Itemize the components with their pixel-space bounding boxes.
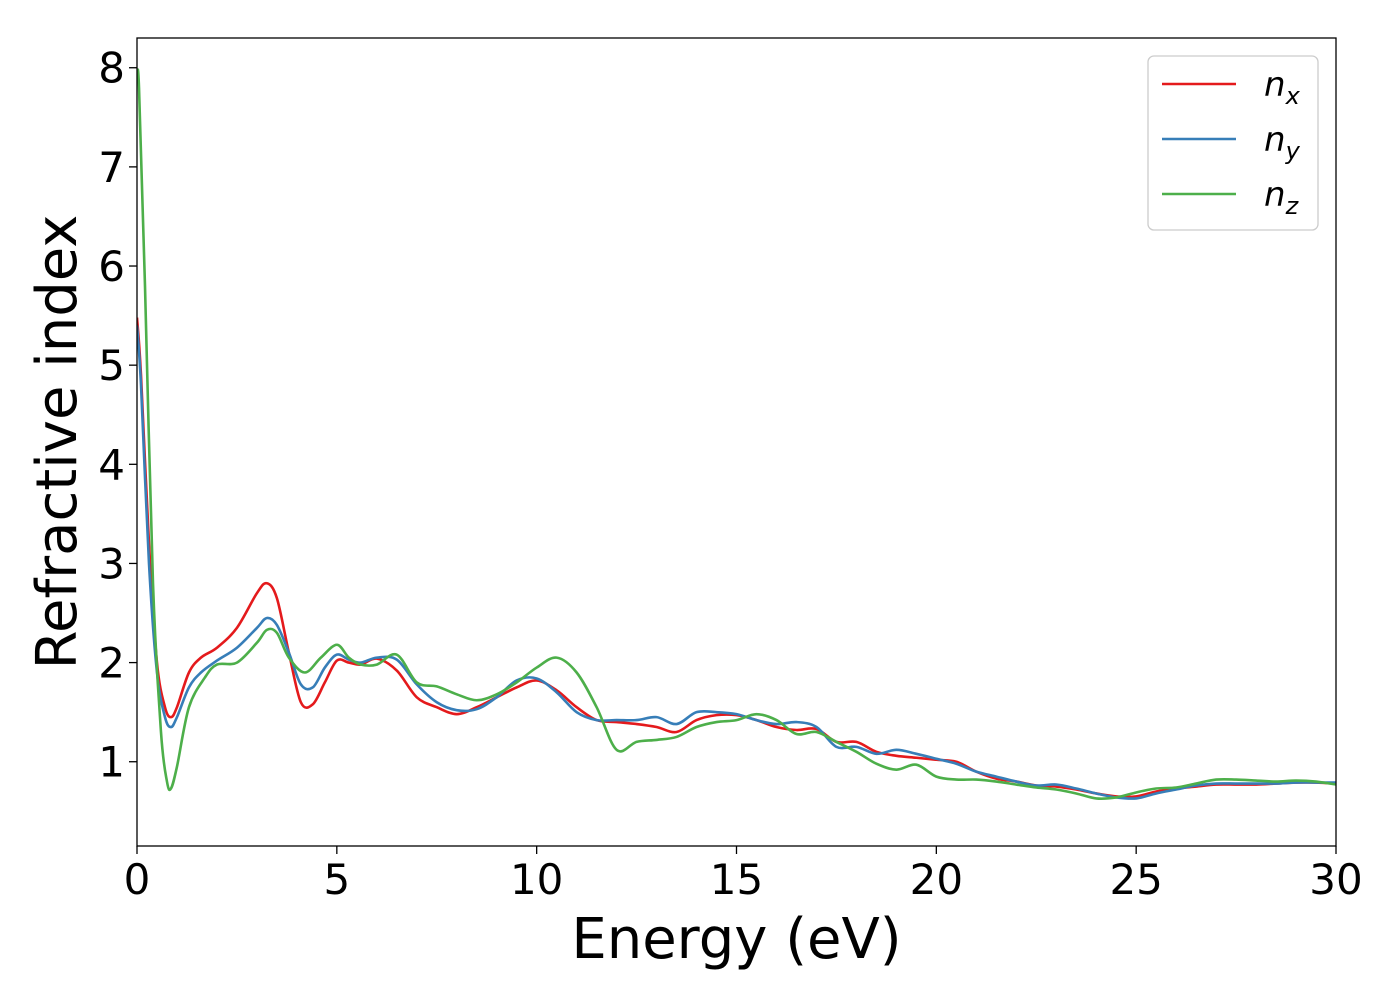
series-line-y — [137, 325, 1336, 800]
y-tick-label: 5 — [98, 341, 125, 390]
legend-label-x: nx — [1264, 65, 1301, 110]
x-axis-label: Energy (eV) — [571, 907, 901, 972]
series-line-x — [137, 317, 1336, 799]
x-tick-label: 10 — [510, 855, 563, 904]
y-tick-label: 3 — [98, 539, 125, 588]
y-axis-ticks: 1 2 3 4 5 6 7 8 — [98, 44, 137, 787]
y-tick-label: 4 — [98, 440, 125, 489]
series-line-z — [137, 68, 1336, 800]
x-tick-label: 0 — [124, 855, 151, 904]
x-tick-label: 5 — [323, 855, 350, 904]
y-tick-label: 2 — [98, 639, 125, 688]
y-tick-label: 6 — [98, 242, 125, 291]
legend: nx ny nz — [1147, 55, 1319, 231]
legend-label-y: ny — [1264, 120, 1301, 165]
legend-label-z: nz — [1264, 175, 1300, 220]
x-tick-label: 15 — [710, 855, 763, 904]
y-tick-label: 7 — [98, 143, 125, 192]
x-axis-ticks: 0 5 10 15 20 25 30 — [124, 846, 1363, 904]
y-tick-label: 1 — [98, 738, 125, 787]
legend-box — [1147, 55, 1319, 231]
y-tick-label: 8 — [98, 44, 125, 93]
x-tick-label: 30 — [1309, 855, 1362, 904]
series-lines — [137, 68, 1336, 800]
x-tick-label: 20 — [910, 855, 963, 904]
x-tick-label: 25 — [1109, 855, 1162, 904]
y-axis-label: Refractive index — [25, 215, 90, 670]
